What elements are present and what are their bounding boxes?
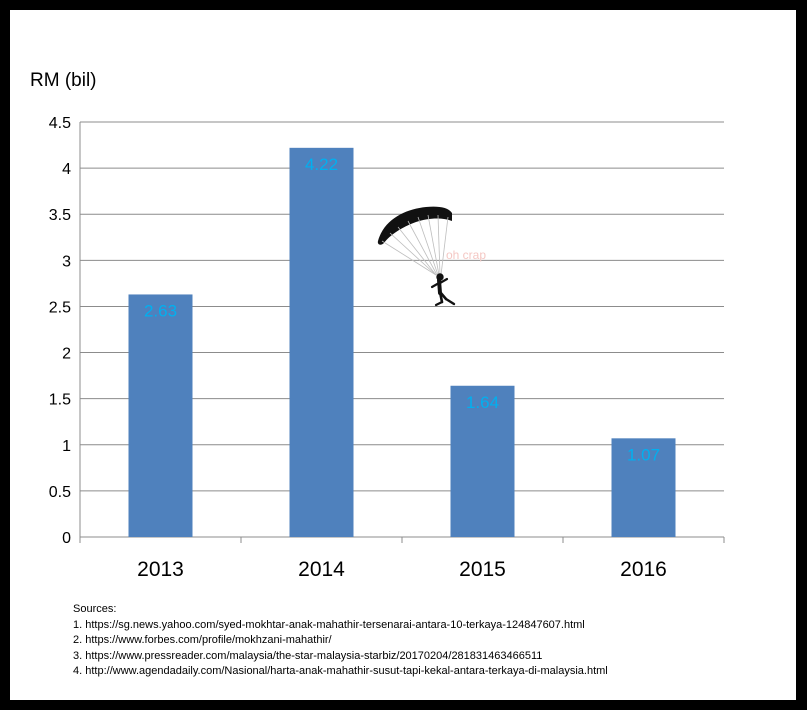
chart-frame: RM (bil) 2.63 4.22 1.64 1.07 0 0.5 1 1.5 2 2.5 3 3… (10, 10, 796, 700)
y-tick-label: 0.5 (49, 484, 71, 501)
y-axis-label: RM (bil) (30, 70, 97, 91)
y-tick-label: 0 (62, 530, 71, 547)
bar (289, 147, 354, 538)
source-item: 2. https://www.forbes.com/profile/mokhza… (73, 634, 332, 646)
data-label: 1.07 (627, 445, 660, 464)
y-tick-label: 3.5 (49, 207, 71, 224)
sources-heading: Sources: (73, 603, 117, 615)
bar (611, 438, 676, 537)
data-label: 2.63 (144, 301, 177, 320)
parachutist-icon (377, 206, 456, 307)
source-item: 4. http://www.agendadaily.com/Nasional/h… (73, 665, 608, 677)
y-tick-label: 3 (62, 253, 71, 270)
y-tick-label: 2 (62, 346, 71, 363)
source-item: 1. https://sg.news.yahoo.com/syed-mokhta… (73, 618, 585, 631)
sources-block: Sources: 1. https://sg.news.yahoo.com/sy… (73, 602, 608, 680)
source-item: 3. https://www.pressreader.com/malaysia/… (73, 649, 543, 662)
x-category-label: 2013 (137, 558, 184, 581)
bar-chart: 2.63 4.22 1.64 1.07 0 0.5 1 1.5 2 2.5 3 3.5 4 4.5 201… (49, 115, 725, 581)
x-category-label: 2015 (459, 558, 506, 581)
bar (128, 294, 193, 537)
y-tick-label: 4 (62, 161, 71, 178)
annotation-text: oh crap (446, 248, 486, 262)
y-tick-label: 4.5 (49, 115, 71, 132)
bar (450, 385, 515, 537)
x-category-label: 2016 (620, 558, 667, 581)
x-category-label: 2014 (298, 558, 345, 581)
y-tick-label: 1 (62, 438, 71, 455)
y-tick-label: 2.5 (49, 299, 71, 316)
data-label: 4.22 (305, 155, 338, 174)
y-tick-label: 1.5 (49, 392, 71, 409)
data-label: 1.64 (466, 393, 499, 412)
